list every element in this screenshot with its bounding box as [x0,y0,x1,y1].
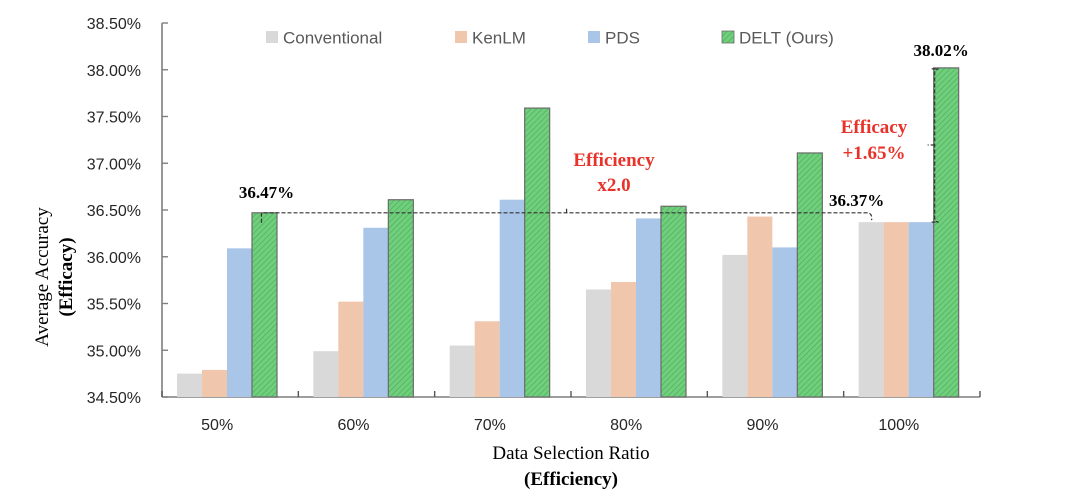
x-axis-title-line2: (Efficiency) [524,469,618,490]
bar-kenlm-50 [202,369,227,397]
bar-conventional-100 [858,222,884,397]
bar-conventional-70 [449,345,475,397]
legend-swatch [721,30,735,44]
y-tick-label: 36.50% [87,203,141,220]
annotations: 36.47% 36.37% 38.02% Efficiency x2.0 Eff… [239,41,969,223]
y-tick-label: 35.00% [87,343,141,360]
y-tick-label: 36.00% [87,250,141,267]
bar-conventional-90 [722,254,748,397]
bar-pds-80 [636,218,661,397]
legend-label: PDS [605,29,640,48]
bar-pds-90 [772,247,798,397]
bar-delt-ours-90 [796,152,823,398]
efficacy-annotation-line1: Efficacy [841,117,908,138]
y-tick-label: 35.50% [87,297,141,314]
bar-kenlm-70 [474,321,500,397]
bar-delt-ours-100 [933,67,960,398]
legend-swatch [266,31,278,43]
bar-kenlm-100 [883,222,909,397]
efficiency-bracket-line [260,206,873,223]
y-tick-label: 34.50% [87,390,141,407]
x-tick-label: 60% [337,417,369,434]
bar-conventional-60 [313,351,339,397]
x-tick-label: 70% [474,417,506,434]
bars [177,67,960,398]
bar-kenlm-80 [611,281,636,397]
x-tick-label: 50% [201,417,233,434]
data-label-delt-100: 38.02% [914,41,969,60]
data-label-baseline-100: 36.37% [829,191,884,210]
x-tick-label: 80% [610,417,642,434]
bar-delt-ours-70 [524,107,551,398]
bar-pds-60 [363,227,389,397]
x-tick-label: 100% [878,417,919,434]
y-axis: 34.50% 35.00% 35.50% 36.00% 36.50% 37.00% 37.5… [87,16,168,407]
efficacy-bracket-line [927,68,939,223]
bar-delt-ours-80 [660,205,687,398]
y-tick-label: 38.00% [87,63,141,80]
bar-kenlm-90 [747,216,773,397]
bar-delt-ours-60 [387,199,414,398]
x-tick-label: 90% [746,417,778,434]
y-axis-title: Average Accuracy (Efficacy) [32,207,77,347]
x-axis: 50% 60% 70% 80% 90% 100% [161,391,981,434]
legend: Conventional KenLM PDS DELT (Ours) [266,29,834,48]
bar-pds-50 [227,248,252,397]
y-tick-label: 37.00% [87,156,141,173]
efficacy-annotation-line2: +1.65% [842,143,905,164]
x-axis-title-line1: Data Selection Ratio [492,443,649,464]
bar-kenlm-60 [338,301,364,397]
y-axis-title-line2: (Efficacy) [56,237,77,316]
legend-label: DELT (Ours) [739,29,834,48]
legend-swatch [455,31,467,43]
legend-swatch [588,31,600,43]
efficiency-annotation-line2: x2.0 [597,175,630,196]
legend-label: KenLM [472,29,526,48]
y-axis-title-line1: Average Accuracy [32,207,53,347]
bar-conventional-50 [177,373,202,397]
bar-pds-100 [908,222,934,397]
legend-label: Conventional [283,29,382,48]
y-tick-label: 37.50% [87,110,141,127]
bar-delt-ours-50 [251,212,278,398]
efficiency-annotation-line1: Efficiency [573,150,655,171]
bar-conventional-80 [586,289,611,397]
bar-pds-70 [499,199,525,397]
y-tick-label: 38.50% [87,16,141,33]
data-label-delt-50: 36.47% [239,183,294,202]
